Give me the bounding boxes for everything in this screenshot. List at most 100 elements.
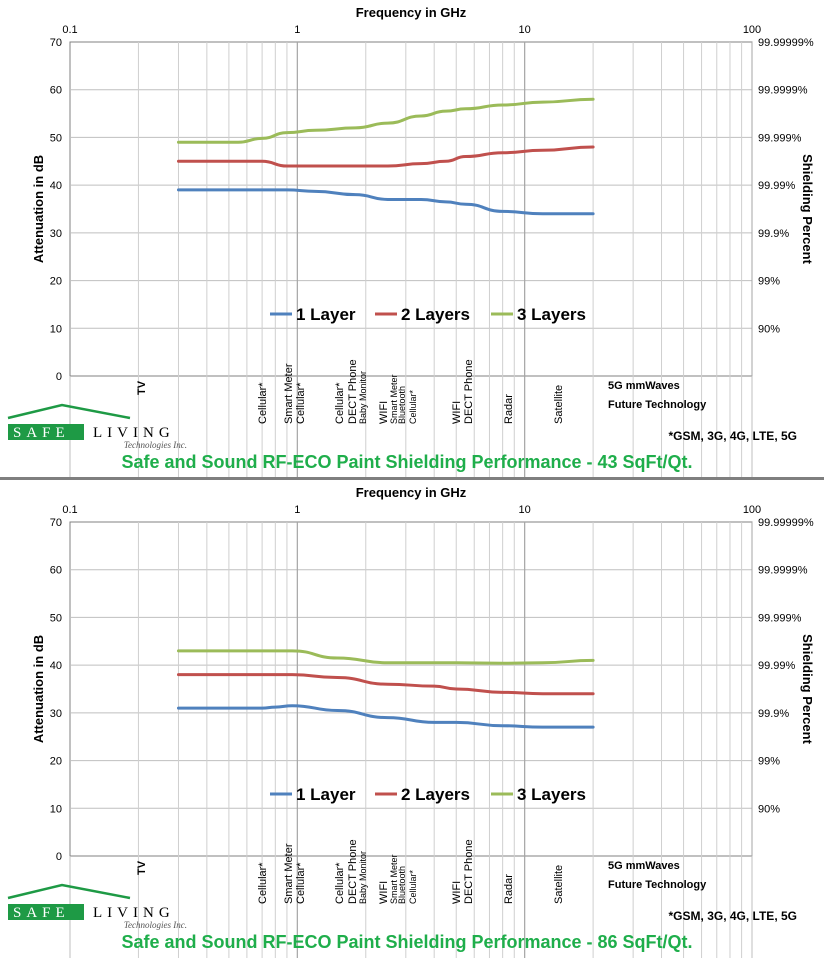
chart-title: Safe and Sound RF-ECO Paint Shielding Pe… bbox=[121, 452, 692, 472]
y2-tick-label: 99.9% bbox=[758, 708, 789, 720]
legend-label-2-layers: 2 Layers bbox=[401, 785, 470, 804]
y-tick-label: 50 bbox=[50, 132, 62, 144]
band-label-5g: 5G mmWaves bbox=[608, 860, 680, 872]
y2-tick-label: 99.99999% bbox=[758, 37, 814, 49]
y2-tick-label: 90% bbox=[758, 323, 780, 335]
y2-tick-label: 99.9999% bbox=[758, 85, 808, 97]
y2-tick-label: 99.99% bbox=[758, 180, 796, 192]
y2-tick-label: 99.999% bbox=[758, 612, 802, 624]
y2-tick-label: 90% bbox=[758, 803, 780, 815]
y-tick-label: 0 bbox=[56, 851, 62, 863]
band-label: DECT Phone bbox=[463, 359, 475, 424]
chart-svg-43sqft: Frequency in GHz 0.1 1 10 100 0 10 20 30 40 50 60 70… bbox=[7, 5, 815, 478]
y-tick-label: 70 bbox=[50, 37, 62, 49]
y2-tick-label: 99.99% bbox=[758, 660, 796, 672]
series-line-2-layers bbox=[176, 145, 595, 168]
logo-subtitle: Technologies Inc. bbox=[124, 920, 187, 930]
chart-panel-43sqft: Frequency in GHz 0.1 1 10 100 0 10 20 30 40 50 60 70… bbox=[0, 0, 824, 478]
y-tick-label: 30 bbox=[50, 708, 62, 720]
y-tick-label: 0 bbox=[56, 371, 62, 383]
plot-frame bbox=[69, 41, 753, 377]
logo-green-block bbox=[8, 904, 84, 920]
y-axis-title: Attenuation in dB bbox=[31, 635, 46, 743]
y2-tick-label: 99% bbox=[758, 276, 780, 288]
band-label-future: Future Technology bbox=[608, 879, 707, 891]
logo-text-living: LIVING bbox=[93, 425, 175, 441]
band-label: Cellular* bbox=[408, 389, 418, 424]
y-tick-label: 60 bbox=[50, 85, 62, 97]
y2-tick-label: 99.9% bbox=[758, 228, 789, 240]
series-line-3-layers bbox=[176, 649, 595, 665]
y-tick-label: 40 bbox=[50, 180, 62, 192]
series-line-3-layers bbox=[176, 97, 595, 144]
legend-label-2-layers: 2 Layers bbox=[401, 305, 470, 324]
band-label: WIFI bbox=[378, 401, 390, 424]
band-label-5g: 5G mmWaves bbox=[608, 380, 680, 392]
plot-frame bbox=[69, 521, 753, 857]
band-label: Cellular* bbox=[295, 382, 307, 424]
footnote: *GSM, 3G, 4G, LTE, 5G bbox=[669, 909, 797, 923]
chart-panel-86sqft: Frequency in GHz 0.1 1 10 100 0 10 20 30 40 50 60 70… bbox=[0, 480, 824, 958]
band-label: Satellite bbox=[553, 385, 565, 424]
logo-text-living: LIVING bbox=[93, 905, 175, 921]
y-tick-label: 10 bbox=[50, 803, 62, 815]
band-label: Radar bbox=[503, 394, 515, 424]
chart-svg-86sqft: Frequency in GHz 0.1 1 10 100 0 10 20 30 40 50 60 70… bbox=[7, 485, 815, 958]
x-tick-label: 10 bbox=[519, 504, 531, 516]
logo-subtitle: Technologies Inc. bbox=[124, 440, 187, 450]
series-line-1-layer bbox=[176, 188, 595, 216]
y-tick-label: 20 bbox=[50, 276, 62, 288]
legend-label-1-layer: 1 Layer bbox=[296, 305, 356, 324]
y-axis-title: Attenuation in dB bbox=[31, 155, 46, 263]
x-axis-title: Frequency in GHz bbox=[356, 485, 467, 500]
footnote: *GSM, 3G, 4G, LTE, 5G bbox=[669, 429, 797, 443]
band-label: Baby Monitor bbox=[358, 371, 368, 424]
x-tick-label: 100 bbox=[743, 504, 761, 516]
band-label: Bluetooth bbox=[397, 386, 407, 424]
band-label: Radar bbox=[503, 874, 515, 904]
band-label: Satellite bbox=[553, 865, 565, 904]
band-label: WIFI bbox=[451, 401, 463, 424]
band-label: Cellular* bbox=[257, 862, 269, 904]
band-label: Bluetooth bbox=[397, 866, 407, 904]
band-label: WIFI bbox=[378, 881, 390, 904]
y2-axis-title: Shielding Percent bbox=[800, 154, 815, 264]
x-tick-label: 1 bbox=[294, 24, 300, 36]
band-label-future: Future Technology bbox=[608, 399, 707, 411]
logo-text-safe: SAFE bbox=[13, 905, 70, 921]
y-tick-label: 50 bbox=[50, 612, 62, 624]
chart-title: Safe and Sound RF-ECO Paint Shielding Pe… bbox=[121, 932, 692, 952]
y-tick-label: 40 bbox=[50, 660, 62, 672]
series-line-1-layer bbox=[176, 704, 595, 729]
y2-tick-label: 99.99999% bbox=[758, 517, 814, 529]
x-tick-label: 100 bbox=[743, 24, 761, 36]
panel-divider bbox=[0, 477, 824, 480]
y-tick-label: 30 bbox=[50, 228, 62, 240]
band-label: Cellular* bbox=[295, 862, 307, 904]
band-label: DECT Phone bbox=[463, 839, 475, 904]
x-tick-label: 0.1 bbox=[62, 504, 77, 516]
band-label: Baby Monitor bbox=[358, 851, 368, 904]
band-label-tv: TV bbox=[136, 860, 148, 875]
band-label-tv: TV bbox=[136, 380, 148, 395]
band-label: Cellular* bbox=[257, 382, 269, 424]
band-label: Smart Meter bbox=[389, 854, 399, 904]
band-label: DECT Phone bbox=[347, 359, 359, 424]
series-line-2-layers bbox=[176, 673, 595, 696]
band-label: Smart Meter bbox=[389, 374, 399, 424]
y2-tick-label: 99.999% bbox=[758, 132, 802, 144]
logo-roof-icon bbox=[7, 883, 131, 900]
y2-tick-label: 99% bbox=[758, 756, 780, 768]
logo-text-safe: SAFE bbox=[13, 425, 70, 441]
band-label: WIFI bbox=[451, 881, 463, 904]
x-tick-label: 1 bbox=[294, 504, 300, 516]
band-label: Smart Meter bbox=[283, 843, 295, 904]
legend-label-3-layers: 3 Layers bbox=[517, 785, 586, 804]
legend-label-1-layer: 1 Layer bbox=[296, 785, 356, 804]
band-label: Smart Meter bbox=[283, 363, 295, 424]
y2-tick-label: 99.9999% bbox=[758, 565, 808, 577]
y-tick-label: 70 bbox=[50, 517, 62, 529]
x-axis-title: Frequency in GHz bbox=[356, 5, 467, 20]
legend-label-3-layers: 3 Layers bbox=[517, 305, 586, 324]
logo-roof-icon bbox=[7, 403, 131, 420]
